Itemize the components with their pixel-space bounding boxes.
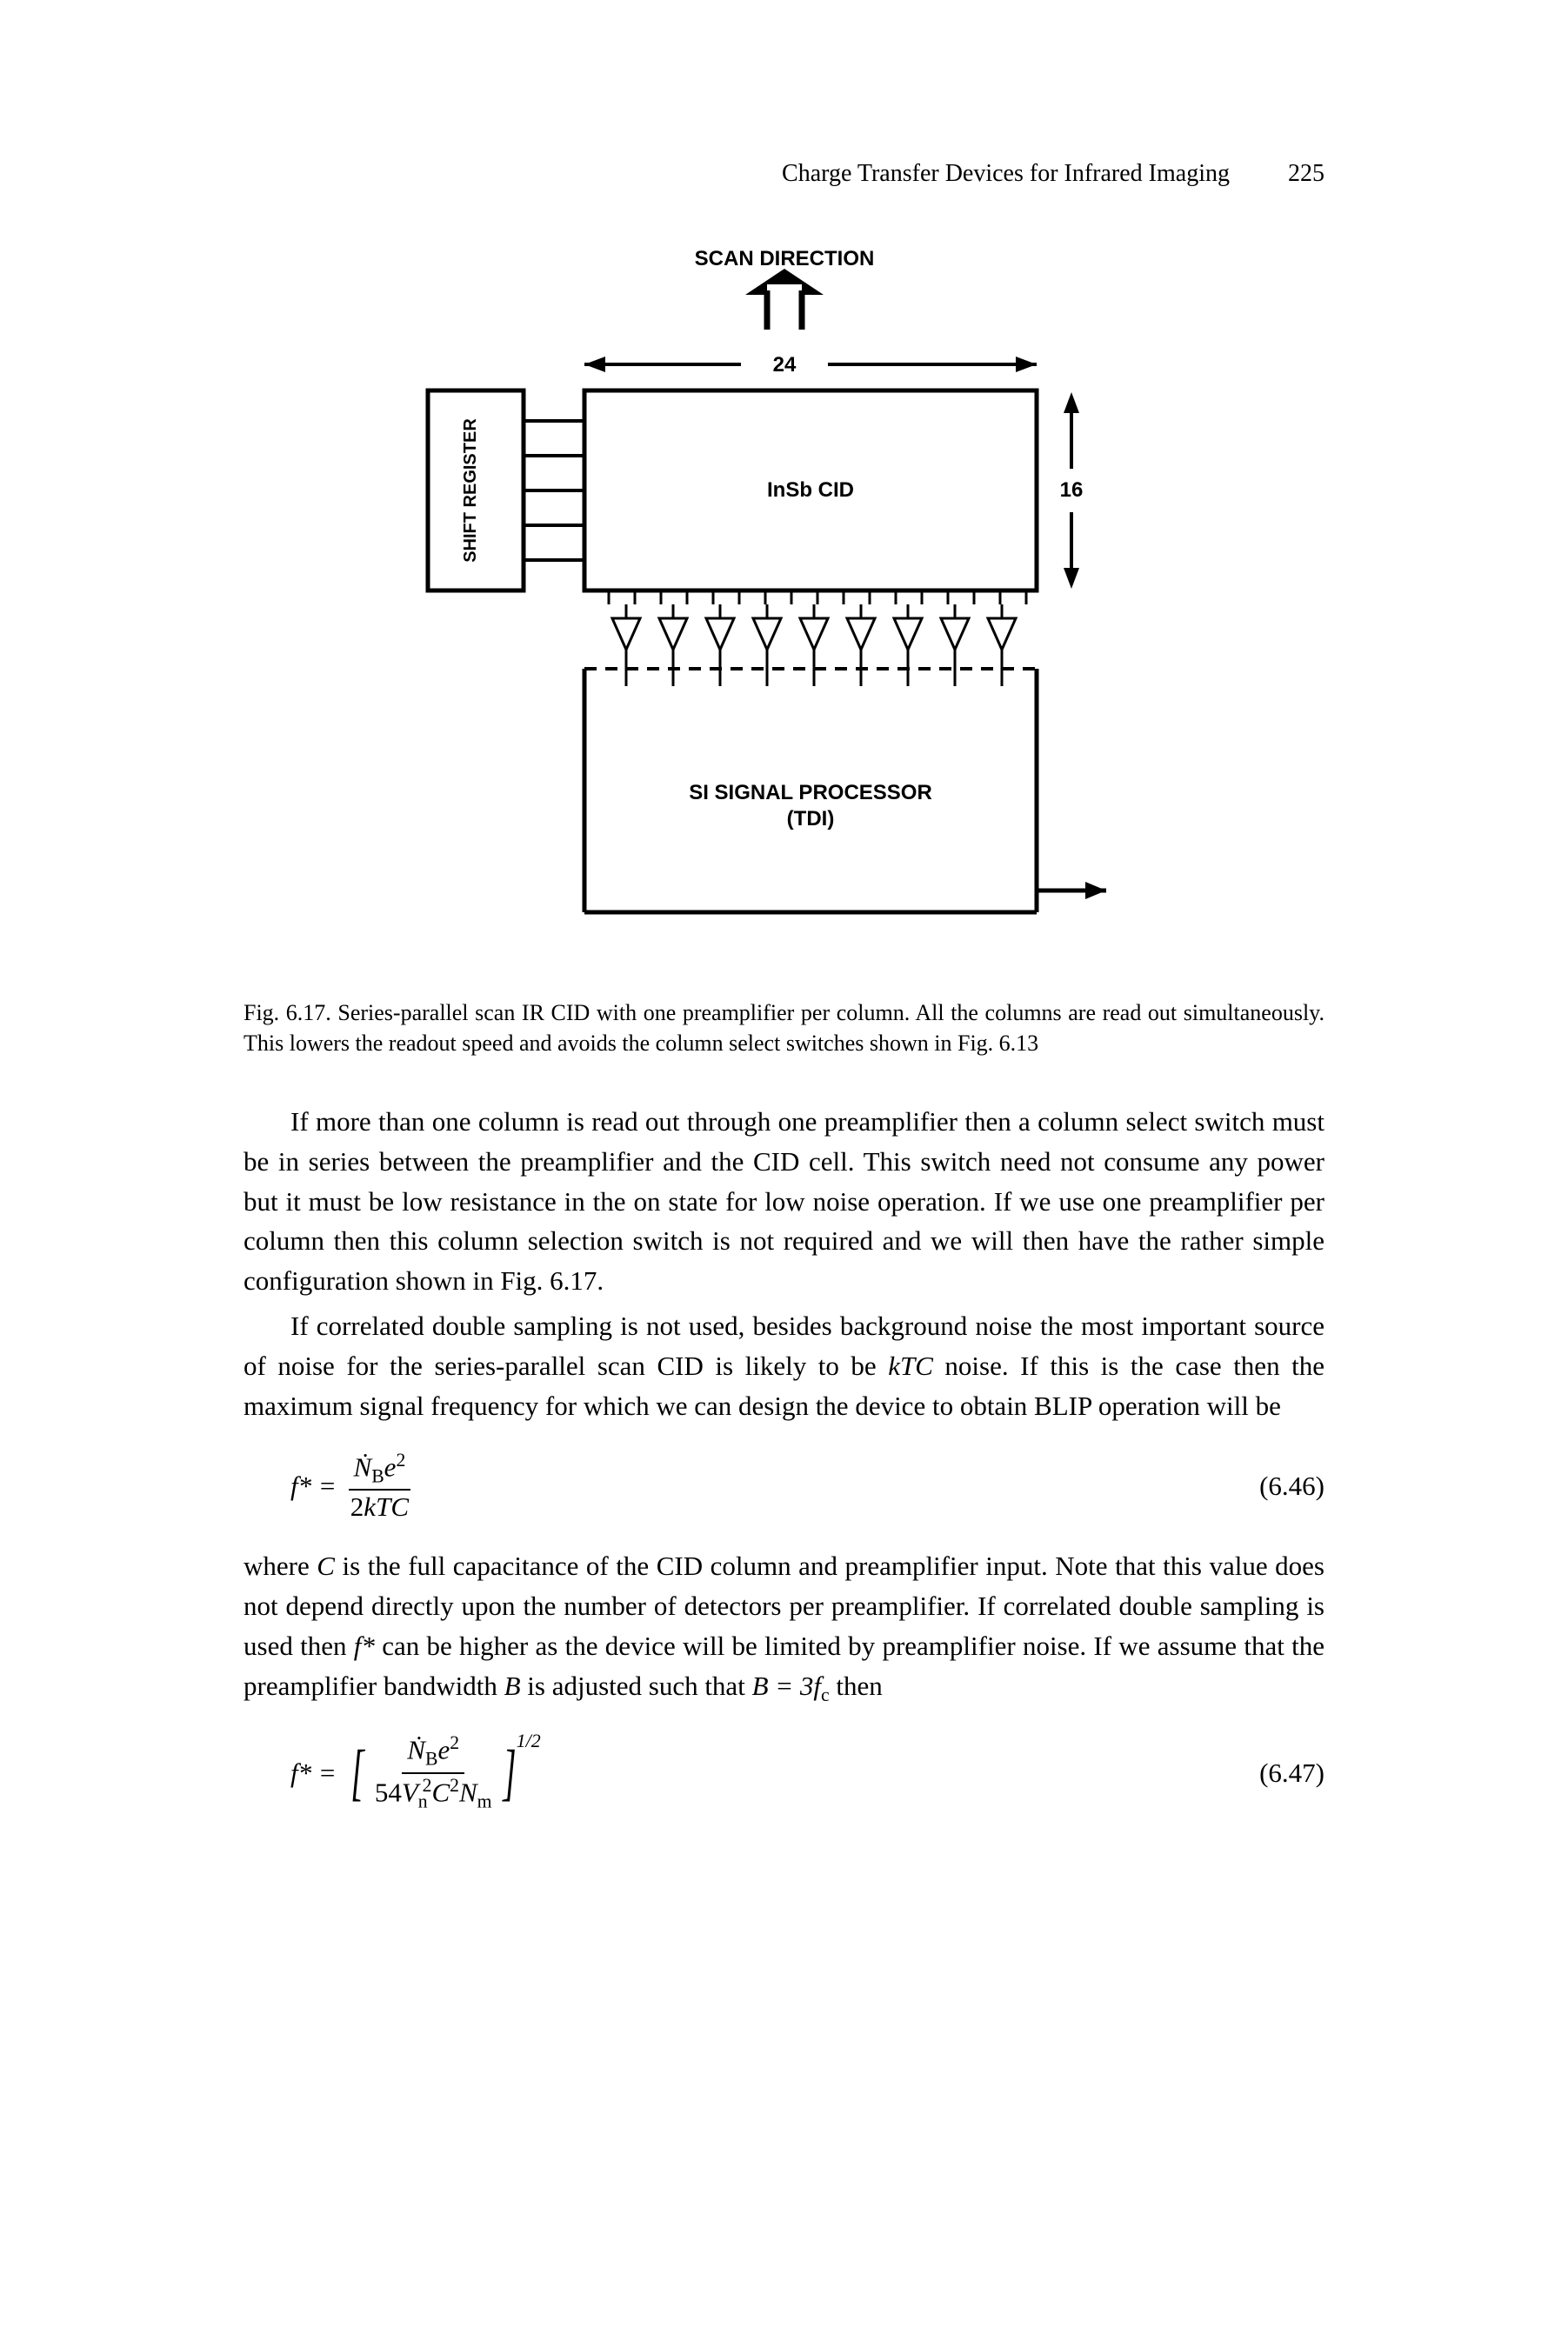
output-arrow-icon	[1037, 882, 1106, 899]
eq2-fraction: ṄBe2 54Vn2C2Nm	[370, 1733, 497, 1812]
p3-fc-sub: c	[821, 1684, 830, 1705]
processor-label-1: SI SIGNAL PROCESSOR	[689, 781, 932, 804]
eq2-e: e	[437, 1734, 450, 1764]
eq1-k: k	[364, 1491, 376, 1522]
eq1-denominator: 2kTC	[345, 1491, 414, 1522]
preamp-icon	[659, 604, 687, 686]
eq1-two: 2	[350, 1491, 364, 1522]
running-title: Charge Transfer Devices for Infrared Ima…	[782, 160, 1230, 187]
eq1-lhs: f* =	[290, 1467, 337, 1504]
left-bracket-icon: [	[350, 1748, 364, 1798]
eq1-fraction: ṄBe2 2kTC	[345, 1451, 414, 1522]
preamp-icon	[941, 604, 969, 686]
eq2-Vsup: 2	[423, 1775, 432, 1796]
eq1-e: e	[384, 1451, 397, 1482]
width-label: 24	[772, 353, 796, 377]
figure-caption: Fig. 6.17. Series-parallel scan IR CID w…	[244, 997, 1324, 1058]
eq1-T: T	[376, 1491, 390, 1522]
eq1-numerator: ṄBe2	[349, 1451, 411, 1491]
eq2-denominator: 54Vn2C2Nm	[370, 1774, 497, 1812]
p2-ktc: kTC	[888, 1351, 933, 1381]
eq1-esup: 2	[396, 1450, 405, 1471]
insb-cid-label: InSb CID	[767, 478, 854, 502]
preamp-icon	[847, 604, 875, 686]
eq1-ndot: Ṅ	[354, 1451, 372, 1482]
shift-register-connectors	[524, 421, 584, 560]
eq2-54: 54	[375, 1777, 402, 1807]
preamp-icon	[706, 604, 734, 686]
eq2-N: N	[459, 1777, 477, 1807]
scan-direction-label: SCAN DIRECTION	[694, 247, 874, 270]
eq2-Nmsub: m	[477, 1791, 492, 1811]
eq2-number: (6.47)	[1259, 1754, 1324, 1791]
figure-svg: SCAN DIRECTION 24 SHIFT REGISTER In	[393, 243, 1176, 956]
p3-C: C	[317, 1551, 335, 1581]
figure-6-17: SCAN DIRECTION 24 SHIFT REGISTER In	[393, 243, 1176, 962]
eq2-Csup: 2	[450, 1775, 459, 1796]
preamp-bank	[612, 604, 1016, 686]
eq1-body: f* = ṄBe2 2kTC	[290, 1451, 414, 1522]
eq1-nsub: B	[371, 1465, 384, 1486]
p3-fstar: f*	[354, 1631, 375, 1661]
page-number: 225	[1288, 160, 1324, 187]
eq2-nsub: B	[425, 1749, 437, 1770]
width-dimension	[584, 357, 1037, 372]
scan-arrow-icon	[745, 269, 824, 330]
shift-register-label: SHIFT REGISTER	[461, 418, 480, 563]
p3-g: is adjusted such that	[521, 1671, 752, 1701]
eq2-esup: 2	[450, 1732, 459, 1753]
eq2-lhs: f* =	[290, 1754, 337, 1791]
paragraph-3: where C is the full capacitance of the C…	[244, 1546, 1324, 1709]
p3-Beq: B = 3f	[752, 1671, 821, 1701]
right-bracket-icon: ]	[503, 1748, 516, 1798]
p3-B: B	[504, 1671, 521, 1701]
eq2-numerator: ṄBe2	[402, 1733, 464, 1773]
preamp-icon	[753, 604, 781, 686]
preamp-icon	[988, 604, 1016, 686]
preamp-icon	[894, 604, 922, 686]
height-label: 16	[1059, 478, 1083, 502]
eq2-body: f* = [ ṄBe2 54Vn2C2Nm ] 1/2	[290, 1733, 541, 1812]
eq1-C: C	[390, 1491, 409, 1522]
paragraph-1: If more than one column is read out thro…	[244, 1102, 1324, 1301]
paragraph-2: If correlated double sampling is not use…	[244, 1306, 1324, 1426]
running-header: Charge Transfer Devices for Infrared Ima…	[244, 157, 1324, 190]
equation-6-47: f* = [ ṄBe2 54Vn2C2Nm ] 1/2 (6.47)	[290, 1733, 1324, 1812]
equation-6-46: f* = ṄBe2 2kTC (6.46)	[290, 1451, 1324, 1522]
eq2-C: C	[431, 1777, 450, 1807]
p3-i: then	[830, 1671, 883, 1701]
p3-a: where	[244, 1551, 317, 1581]
processor-label-2: (TDI)	[786, 807, 834, 830]
preamp-icon	[612, 604, 640, 686]
eq2-outer-exponent: 1/2	[517, 1728, 541, 1755]
eq2-V: V	[402, 1777, 418, 1807]
preamp-icon	[800, 604, 828, 686]
eq1-number: (6.46)	[1259, 1467, 1324, 1504]
eq2-ndot: Ṅ	[407, 1734, 425, 1764]
eq2-bracket-group: [ ṄBe2 54Vn2C2Nm ] 1/2	[345, 1733, 541, 1812]
